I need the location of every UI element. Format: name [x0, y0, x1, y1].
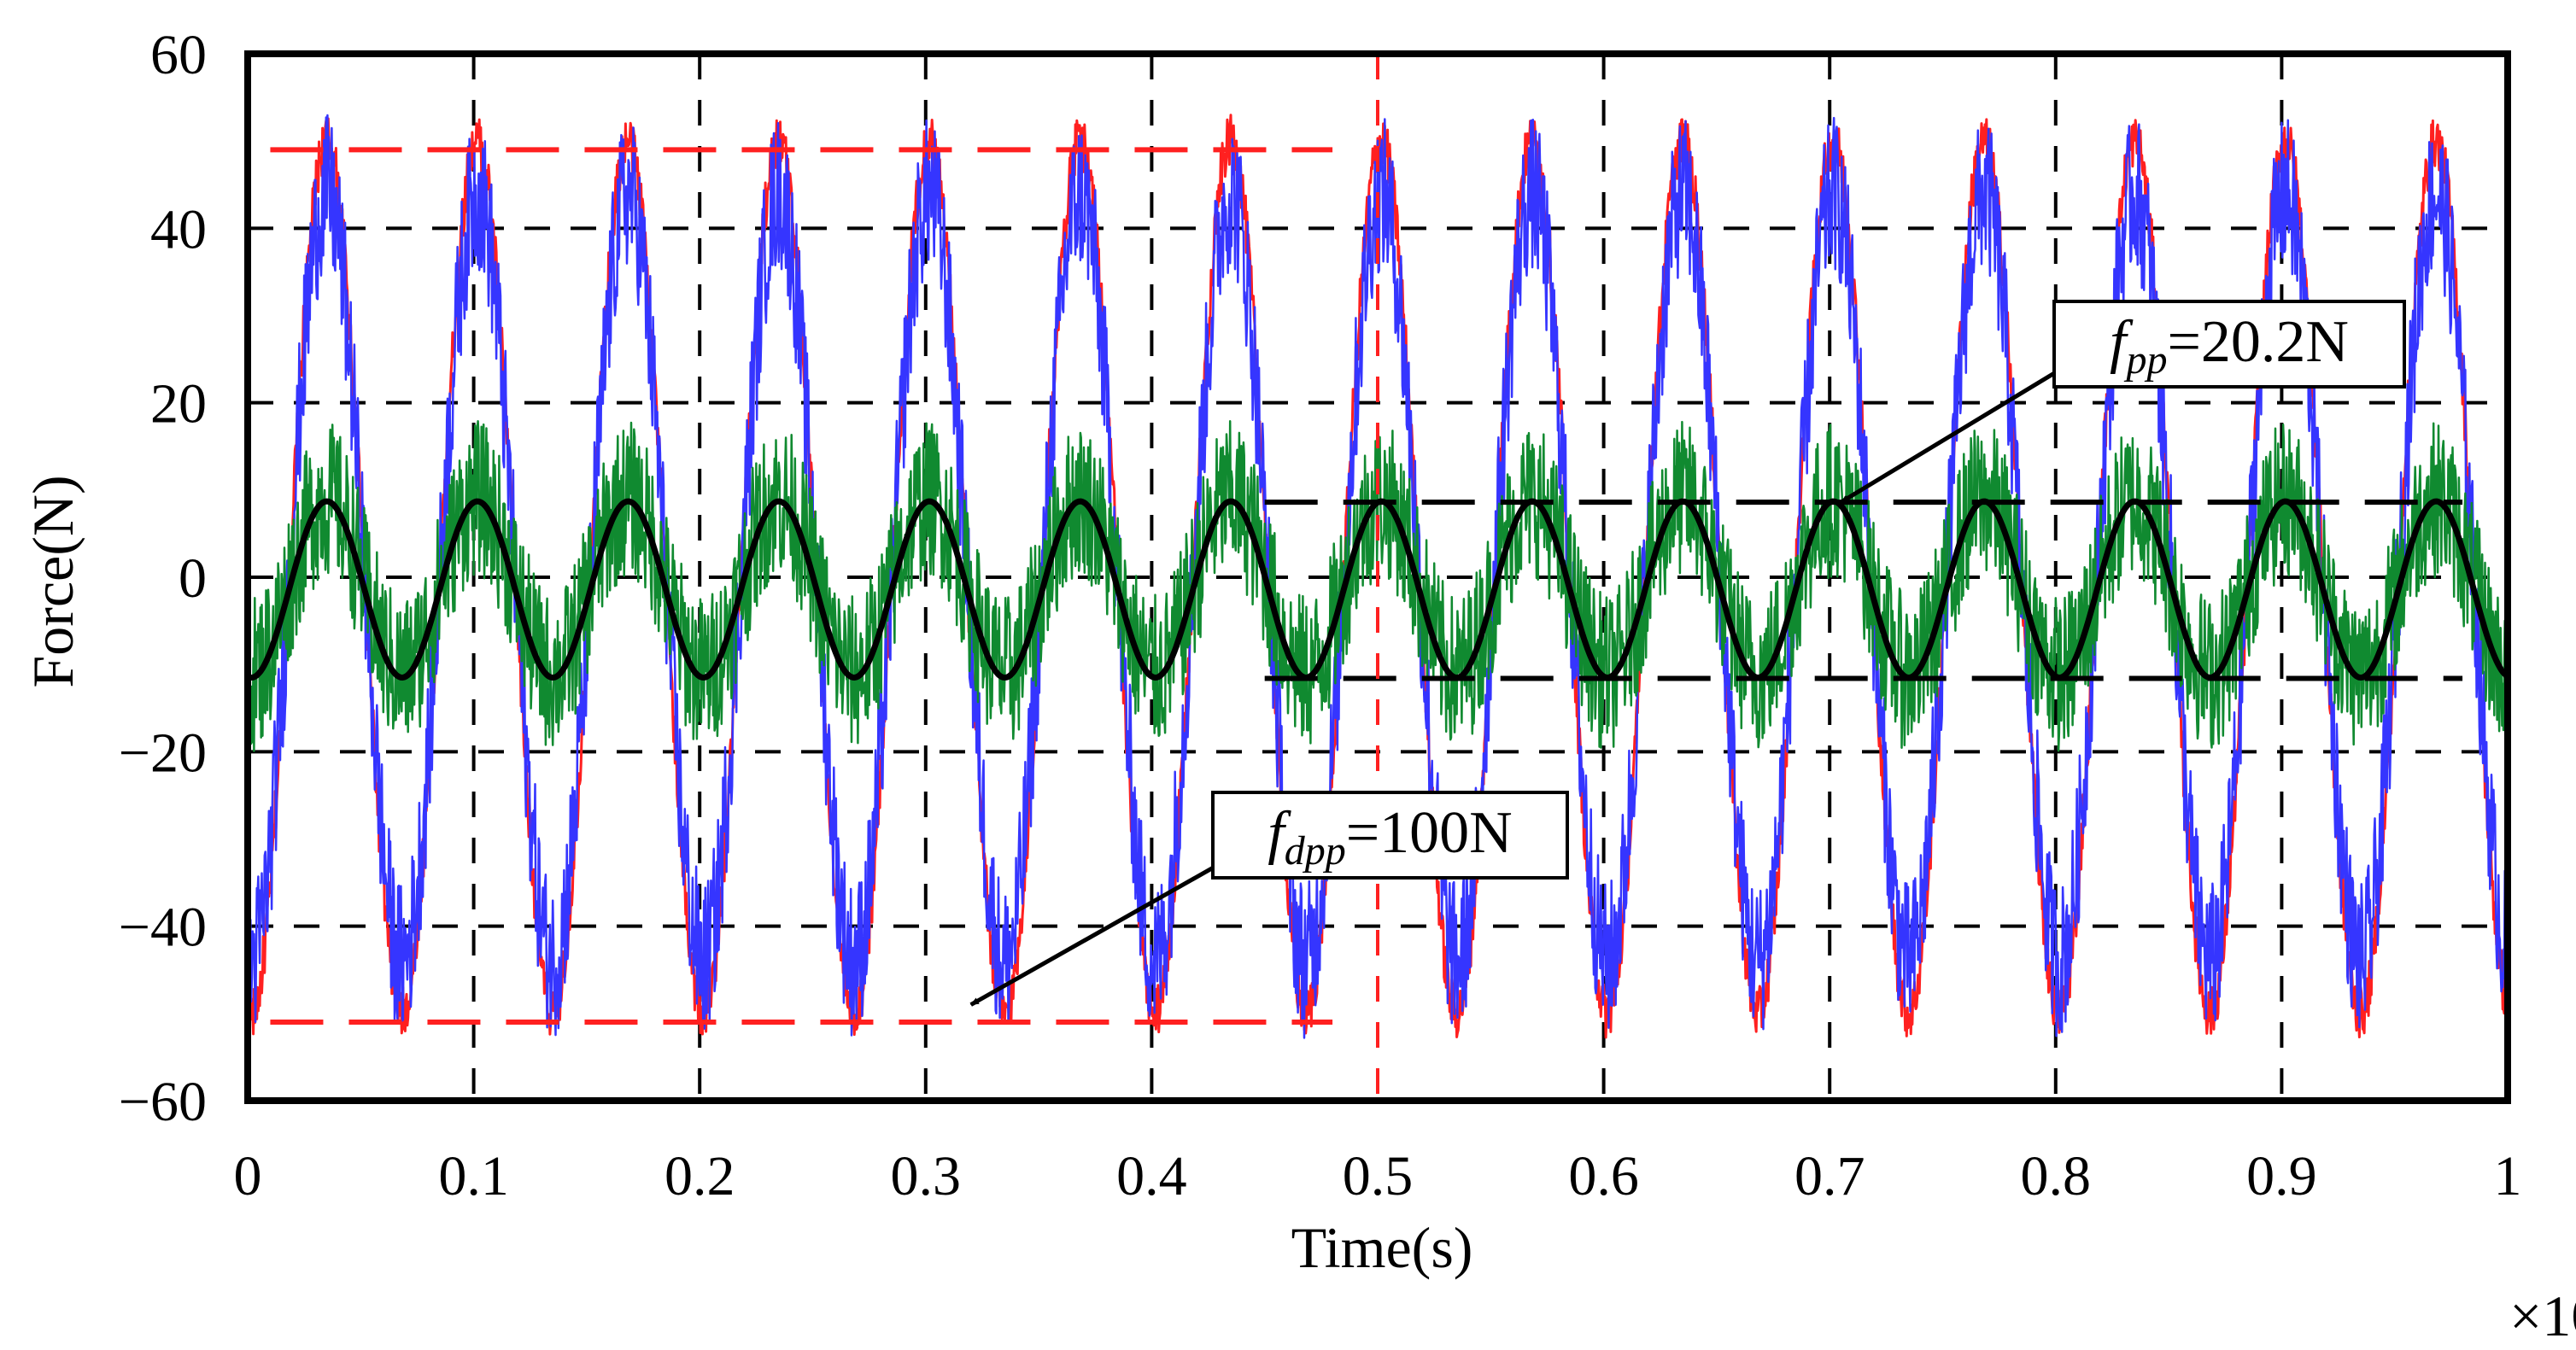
y-tick-label: −20	[119, 722, 207, 784]
x-tick-label: 0.9	[2246, 1145, 2317, 1207]
annotation-subscript: dpp	[1285, 828, 1346, 874]
y-axis-label: Force(N)	[20, 475, 85, 687]
x-tick-label: 0.8	[2021, 1145, 2092, 1207]
x-tick-label: 0.7	[1794, 1145, 1865, 1207]
y-tick-label: 0	[179, 547, 207, 610]
x-tick-labels: 0 0.1 0.2 0.3 0.4 0.5 0.6 0.7 0.8 0.9 1	[234, 1145, 2522, 1207]
annotations: fpp=20.2N fdpp=100N	[969, 300, 2406, 1007]
series-line	[246, 114, 2509, 1039]
x-tick-label: 1	[2494, 1145, 2522, 1207]
annotation-label: fpp=20.2N	[2110, 309, 2349, 383]
annotation-value: =100N	[1346, 800, 1513, 866]
y-tick-label: −60	[119, 1071, 207, 1133]
x-tick-label: 0.6	[1568, 1145, 1639, 1207]
annotation-label: fdpp=100N	[1268, 800, 1512, 874]
x-axis-label: Time(s)	[1291, 1215, 1473, 1280]
annotation-box	[1211, 791, 1569, 880]
annotation-subscript: pp	[2123, 337, 2167, 383]
annotation-arrow	[1840, 360, 2073, 505]
plot-frame	[244, 50, 2511, 1104]
annotation-value: =20.2N	[2167, 309, 2349, 375]
x-axis-multiplier: ×10−1	[2509, 1277, 2576, 1348]
y-tick-label: 40	[150, 198, 207, 260]
annotation-arrow	[969, 856, 1232, 1007]
x-tick-label: 0	[234, 1145, 262, 1207]
x-tick-label: 0.2	[664, 1145, 735, 1207]
y-tick-label: 60	[150, 24, 207, 86]
y-tick-label: 20	[150, 373, 207, 435]
y-tick-labels: 60 40 20 0 −20 −40 −60	[119, 24, 207, 1133]
annotation-box	[2052, 300, 2406, 389]
x-tick-label: 0.1	[438, 1145, 509, 1207]
x-tick-label: 0.4	[1116, 1145, 1187, 1207]
x-multiplier-base: ×10	[2509, 1283, 2576, 1348]
x-tick-label: 0.3	[891, 1145, 962, 1207]
y-tick-label: −40	[119, 897, 207, 959]
x-tick-label: 0.5	[1343, 1145, 1414, 1207]
reference-lines	[270, 54, 2463, 1101]
